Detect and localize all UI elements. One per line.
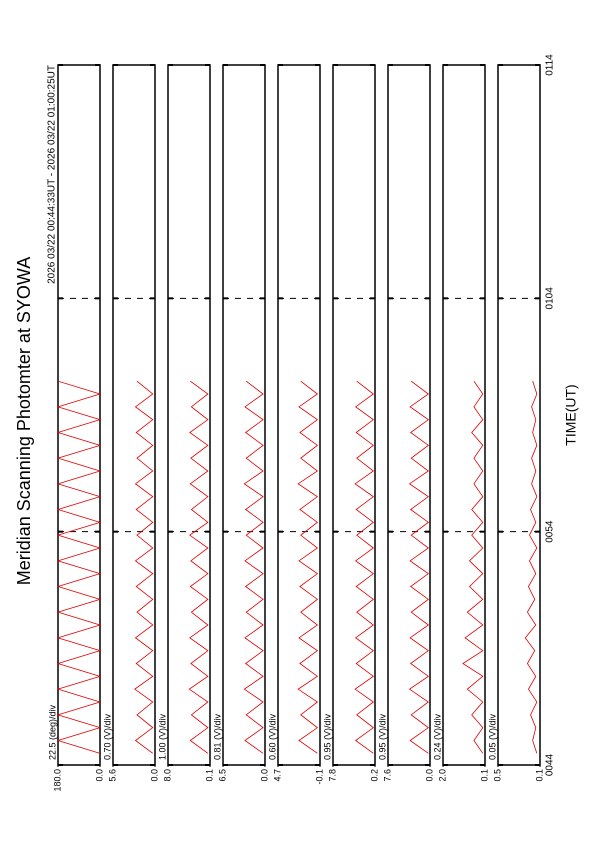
panel-scale: 22.5 (deg)/div	[47, 704, 57, 760]
y-tick-label: 7.6	[382, 769, 392, 782]
data-line	[354, 380, 375, 754]
y-tick-label: 5.6	[107, 769, 117, 782]
panel-frame	[112, 64, 156, 766]
x-tick-label: 0114	[545, 54, 556, 76]
x-tick-label: 0104	[545, 287, 556, 310]
y-tick-label: 6.5	[217, 769, 227, 782]
panel-scale: 0.95 (V)/div	[322, 713, 332, 760]
panel-scale: 0.05 (V)/div	[487, 713, 497, 760]
y-tick-label: 4.7	[272, 769, 282, 782]
panel-scale: 0.60 (V)/div	[267, 713, 277, 760]
panel-frame	[277, 64, 321, 766]
y-tick-label: 0.1	[204, 769, 214, 782]
y-tick-label: 0.5	[492, 769, 502, 782]
y-tick-label: 0.1	[534, 769, 544, 782]
y-tick-label: 2.0	[437, 769, 447, 782]
x-axis-label: TIME(UT)	[563, 384, 579, 445]
data-line	[297, 380, 319, 754]
panel-frame	[332, 64, 376, 766]
landscape-frame: Meridian Scanning Photomter at SYOWA 202…	[14, 54, 579, 792]
y-tick-label: 0.0	[259, 769, 269, 782]
y-tick-label: -0.1	[314, 769, 324, 785]
y-tick-label: 7.8	[327, 769, 337, 782]
data-line	[134, 380, 154, 754]
panel-frame	[497, 64, 541, 766]
subtitle: 2026 03/22 00:44:33UT - 2026 03/22 01:00…	[47, 65, 58, 284]
panel-frame	[222, 64, 266, 766]
data-line	[56, 380, 102, 754]
data-line	[462, 380, 484, 754]
panel-scale: 0.95 (V)/div	[377, 713, 387, 760]
y-tick-label: 180.0	[52, 769, 62, 792]
y-tick-label: 8.0	[162, 769, 172, 782]
panel-frame	[387, 64, 431, 766]
y-tick-label: 0.2	[369, 769, 379, 782]
panel-frame	[442, 64, 486, 766]
panel-scale: 1.00 (V)/div	[157, 713, 167, 760]
panel-scale: 0.24 (V)/div	[432, 713, 442, 760]
panel-frame	[167, 64, 211, 766]
data-line	[188, 380, 209, 754]
chart-title: Meridian Scanning Photomter at SYOWA	[14, 257, 34, 585]
y-tick-label: 0.0	[94, 769, 104, 782]
panel-frame	[57, 64, 101, 766]
y-tick-label: 0.0	[149, 769, 159, 782]
x-tick-label: 0054	[545, 520, 556, 543]
y-tick-label: 0.0	[424, 769, 434, 782]
data-line	[524, 381, 538, 754]
panel-scale: 0.81 (V)/div	[212, 713, 222, 760]
data-line	[243, 380, 264, 754]
panel-scale: 0.70 (V)/div	[102, 713, 112, 760]
data-line	[408, 380, 430, 754]
y-tick-label: 0.1	[479, 769, 489, 782]
x-tick-label: 0044	[545, 753, 556, 776]
